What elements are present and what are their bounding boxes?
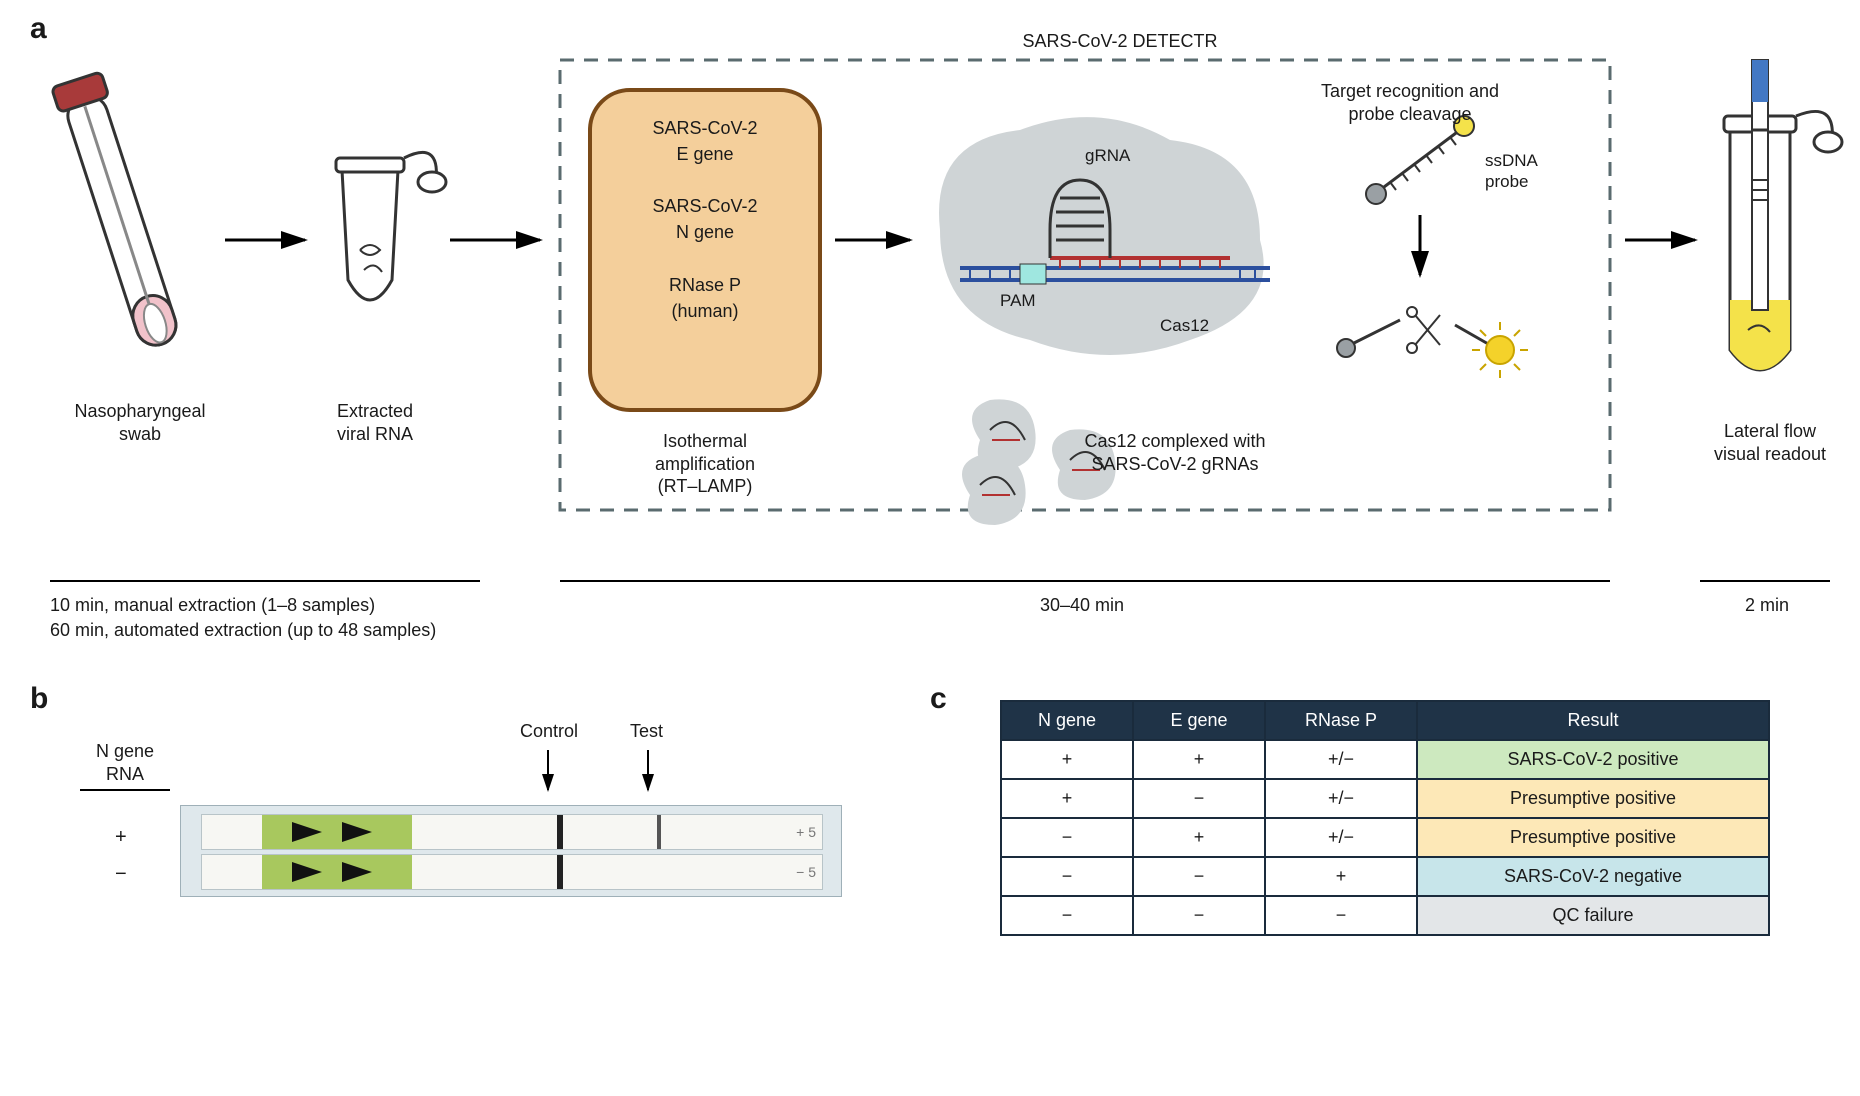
row-minus: − [115, 862, 127, 887]
amp-caption-l3: (RT–LAMP) [658, 476, 753, 496]
end-neg: − 5 [796, 864, 816, 880]
probe-cleaved-icon [1337, 307, 1528, 378]
lateral-flow-photo: + 5 − 5 [180, 805, 842, 897]
row-plus: + [115, 825, 127, 850]
timeline-left-l2: 60 min, automated extraction (up to 48 s… [50, 620, 436, 641]
panel-a-svg [0, 0, 1860, 560]
cas12-label: Cas12 [1160, 315, 1209, 336]
table-row: −−+SARS-CoV-2 negative [1001, 857, 1769, 896]
timeline-right: 2 min [1745, 595, 1789, 616]
cas-complex-caption: Cas12 complexed with SARS-CoV-2 gRNAs [1050, 430, 1300, 475]
ssdna-l1: ssDNA [1485, 151, 1538, 170]
grna-label: gRNA [1085, 145, 1130, 166]
amp-caption: Isothermal amplification (RT–LAMP) [610, 430, 800, 498]
pam-label: PAM [1000, 290, 1036, 311]
lateral-flow-icon [1724, 60, 1842, 370]
col-control: Control [520, 720, 578, 743]
probe-intact-icon [1366, 116, 1474, 204]
table-row: −−−QC failure [1001, 896, 1769, 935]
lf-caption-l1: Lateral flow [1724, 421, 1816, 441]
strip-pos: + 5 [201, 814, 823, 850]
target-cleave-caption: Target recognition and probe cleavage [1280, 80, 1540, 125]
microtube-icon [336, 152, 446, 300]
figure: a b c [0, 0, 1860, 1096]
panel-c-letter: c [930, 680, 947, 718]
table-header: E gene [1133, 701, 1265, 740]
amp-box-text: SARS-CoV-2E gene SARS-CoV-2N gene RNase … [595, 115, 815, 324]
amp-caption-l2: amplification [655, 454, 755, 474]
table-row: +−+/−Presumptive positive [1001, 779, 1769, 818]
timeline-mid-bar [560, 580, 1610, 582]
tube-caption-l1: Extracted [337, 401, 413, 421]
swab-caption-l2: swab [119, 424, 161, 444]
tube-caption-l2: viral RNA [337, 424, 413, 444]
cas-complex-l1: Cas12 complexed with [1084, 431, 1265, 451]
ngene-l2: RNA [106, 764, 144, 784]
arrow-icons [500, 745, 700, 805]
ssdna-l2: probe [1485, 172, 1528, 191]
swab-caption-l1: Nasopharyngeal [74, 401, 205, 421]
timeline-mid: 30–40 min [1040, 595, 1124, 616]
table-row: −++/−Presumptive positive [1001, 818, 1769, 857]
target-cleave-l1: Target recognition and [1321, 81, 1499, 101]
col-test: Test [630, 720, 663, 743]
tube-caption: Extracted viral RNA [300, 400, 450, 445]
amp-caption-l1: Isothermal [663, 431, 747, 451]
strip-neg: − 5 [201, 854, 823, 890]
table-header: RNase P [1265, 701, 1417, 740]
lf-caption: Lateral flow visual readout [1690, 420, 1850, 465]
timeline-left-l1: 10 min, manual extraction (1–8 samples) [50, 595, 375, 616]
ssdna-label: ssDNA probe [1485, 150, 1565, 193]
ngene-header: N gene RNA [80, 740, 170, 791]
end-pos: + 5 [796, 824, 816, 840]
cas-complex-l2: SARS-CoV-2 gRNAs [1091, 454, 1258, 474]
timeline-left-bar [50, 580, 480, 582]
table-header: Result [1417, 701, 1769, 740]
target-cleave-l2: probe cleavage [1348, 104, 1471, 124]
ngene-l1: N gene [96, 741, 154, 761]
swab-icon [51, 72, 186, 352]
lf-caption-l2: visual readout [1714, 444, 1826, 464]
detectr-label: SARS-CoV-2 DETECTR [980, 30, 1260, 53]
panel-b-letter: b [30, 680, 48, 718]
timeline-right-bar [1700, 580, 1830, 582]
table-row: +++/−SARS-CoV-2 positive [1001, 740, 1769, 779]
results-table: N geneE geneRNase PResult +++/−SARS-CoV-… [1000, 700, 1770, 936]
table-header-row: N geneE geneRNase PResult [1001, 701, 1769, 740]
table-header: N gene [1001, 701, 1133, 740]
swab-caption: Nasopharyngeal swab [55, 400, 225, 445]
